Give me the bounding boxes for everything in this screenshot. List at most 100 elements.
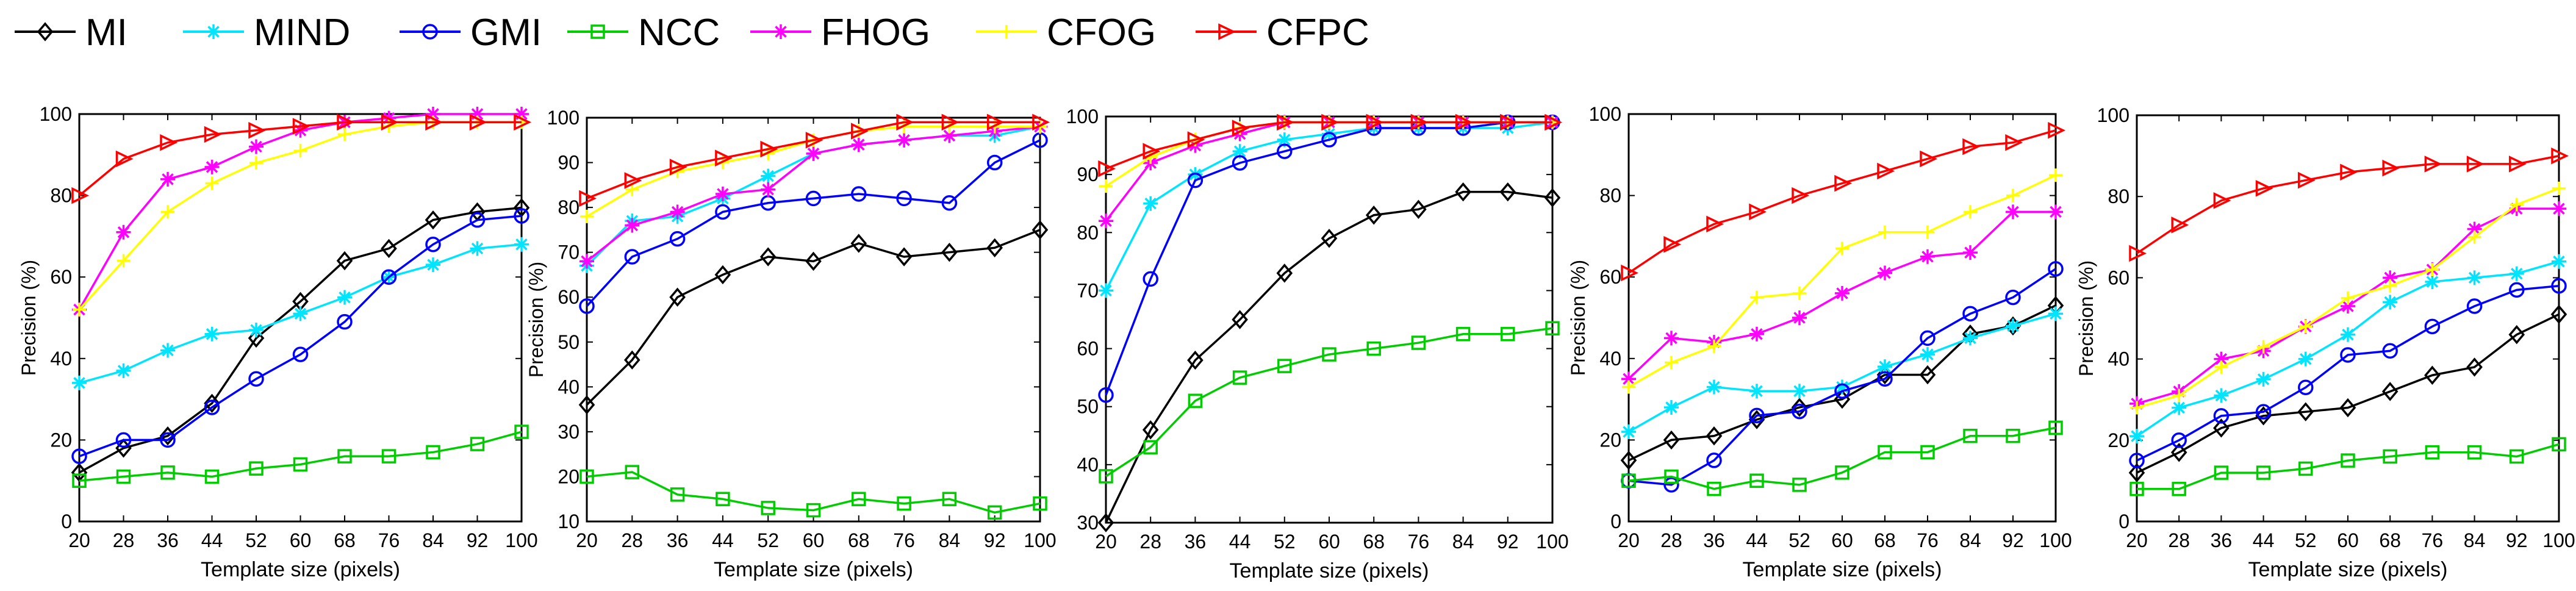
data-point: [2550, 304, 2567, 324]
x-tick-label: 92: [1497, 531, 1519, 553]
data-point: [1663, 477, 1679, 493]
legend-marker-square-icon: [590, 24, 605, 39]
x-tick-label: 76: [2422, 529, 2444, 551]
data-point: [986, 113, 1005, 131]
y-tick-label: 100: [547, 107, 579, 129]
data-point: [249, 156, 263, 170]
series-cfpc: [579, 113, 1050, 207]
x-tick-label: 52: [1788, 529, 1810, 551]
y-tick-label: 20: [558, 465, 579, 487]
data-point: [2214, 388, 2229, 403]
data-point: [115, 432, 132, 448]
data-point: [1792, 310, 1807, 325]
data-point: [2172, 400, 2187, 415]
data-point: [2214, 351, 2229, 367]
data-point: [2005, 134, 2023, 151]
y-tick-label: 40: [2108, 348, 2129, 370]
data-point: [2049, 168, 2062, 182]
data-point: [2383, 449, 2397, 464]
data-point: [2048, 261, 2064, 277]
data-point: [2340, 163, 2358, 181]
series-line: [1628, 304, 2056, 462]
data-point: [204, 126, 222, 143]
data-point: [1099, 469, 1113, 484]
data-point: [2467, 230, 2481, 244]
data-point: [851, 123, 869, 140]
x-tick-label: 60: [2337, 529, 2359, 551]
data-point: [942, 492, 957, 506]
data-point: [1410, 199, 1427, 219]
data-point: [2256, 340, 2270, 354]
data-point: [2048, 204, 2063, 220]
x-axis-label: Template size (pixels): [1743, 558, 1942, 581]
series-line: [1628, 312, 2056, 433]
data-point: [381, 269, 397, 285]
series-cfpc: [2129, 147, 2569, 262]
series-line: [79, 431, 522, 482]
data-point: [1707, 379, 1721, 395]
data-point: [249, 323, 264, 338]
series-mind: [72, 237, 529, 390]
data-point: [760, 140, 778, 158]
data-point: [2213, 192, 2231, 209]
data-point: [941, 113, 960, 131]
data-point: [1622, 380, 1635, 394]
data-point: [669, 159, 687, 176]
x-tick-label: 36: [2211, 529, 2233, 551]
data-point: [2171, 432, 2187, 448]
data-point: [1920, 330, 1936, 346]
data-point: [116, 469, 131, 484]
data-point: [470, 241, 485, 256]
data-point: [806, 503, 821, 518]
series-line: [2136, 313, 2560, 474]
legend-label: FHOG: [821, 12, 930, 54]
y-tick-label: 40: [50, 348, 72, 370]
series-mi: [1097, 182, 1561, 532]
data-point: [160, 465, 175, 480]
data-point: [2213, 408, 2230, 424]
series-cfpc: [1621, 121, 2066, 282]
series-mind: [1621, 306, 2063, 440]
y-tick-label: 0: [61, 510, 72, 532]
data-point: [159, 426, 176, 446]
data-point: [338, 127, 351, 141]
x-tick-label: 100: [1024, 529, 1056, 551]
data-point: [2006, 318, 2020, 334]
data-point: [513, 198, 530, 218]
data-point: [2213, 418, 2230, 438]
y-tick-label: 70: [1077, 279, 1099, 301]
data-point: [514, 424, 529, 439]
data-point: [293, 457, 308, 472]
chart-panel-4: 20 28 36 44 52 60 68 76 84 92 100020406080100Templ…: [1567, 103, 2072, 581]
series-line: [1628, 174, 2056, 389]
y-tick-label: 60: [1077, 338, 1099, 360]
data-point: [2170, 443, 2187, 462]
data-point: [761, 182, 776, 197]
y-tick-label: 0: [2119, 510, 2129, 532]
y-tick-label: 40: [1077, 454, 1099, 476]
data-point: [715, 204, 731, 220]
data-point: [425, 210, 442, 230]
data-point: [160, 343, 175, 358]
data-point: [1098, 160, 1116, 177]
data-point: [248, 121, 267, 139]
x-tick-label: 76: [893, 529, 915, 551]
data-point: [1033, 496, 1047, 511]
data-point: [2341, 327, 2355, 342]
data-point: [470, 107, 485, 121]
x-tick-label: 76: [378, 529, 400, 551]
x-tick-label: 84: [1959, 529, 1981, 551]
data-point: [2129, 453, 2145, 468]
y-tick-label: 60: [1599, 266, 1621, 288]
x-tick-label: 28: [1139, 531, 1161, 553]
series-mind: [2129, 254, 2566, 444]
data-point: [1366, 113, 1384, 131]
data-point: [806, 146, 821, 161]
data-point: [2425, 274, 2440, 290]
data-point: [2466, 156, 2485, 173]
data-point: [2048, 121, 2066, 139]
plot-frame: [586, 116, 1041, 523]
data-point: [2341, 299, 2355, 314]
data-point: [1835, 285, 1849, 301]
data-point: [425, 113, 443, 131]
